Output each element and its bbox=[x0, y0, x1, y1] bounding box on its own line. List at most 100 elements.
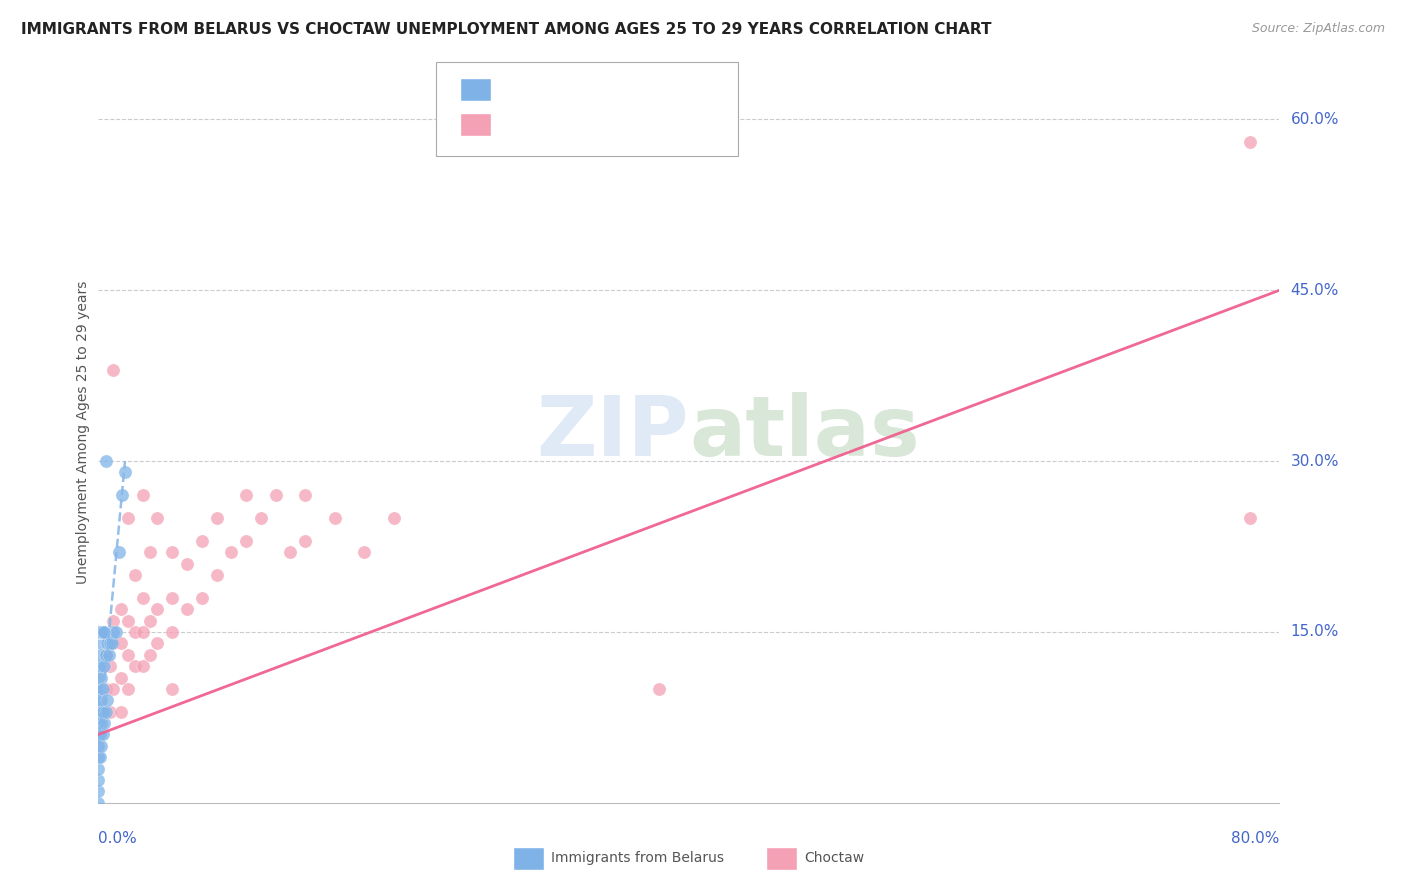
Point bbox=[191, 591, 214, 605]
Point bbox=[87, 762, 110, 776]
Point bbox=[93, 624, 115, 639]
Point bbox=[191, 533, 214, 548]
Point bbox=[87, 624, 110, 639]
Point bbox=[1239, 511, 1261, 525]
Point bbox=[89, 659, 111, 673]
Point bbox=[110, 602, 132, 616]
Point bbox=[89, 681, 111, 696]
Text: N =: N = bbox=[609, 118, 641, 132]
Point bbox=[87, 716, 110, 731]
Point bbox=[162, 681, 183, 696]
Text: Source: ZipAtlas.com: Source: ZipAtlas.com bbox=[1251, 22, 1385, 36]
Point bbox=[87, 772, 110, 787]
Text: 30.0%: 30.0% bbox=[1291, 454, 1339, 468]
Point bbox=[132, 591, 155, 605]
Point bbox=[176, 602, 198, 616]
Point bbox=[93, 659, 115, 673]
Text: IMMIGRANTS FROM BELARUS VS CHOCTAW UNEMPLOYMENT AMONG AGES 25 TO 29 YEARS CORREL: IMMIGRANTS FROM BELARUS VS CHOCTAW UNEMP… bbox=[21, 22, 991, 37]
Text: 0.281: 0.281 bbox=[538, 82, 585, 96]
Text: 15.0%: 15.0% bbox=[1291, 624, 1339, 640]
Point bbox=[176, 557, 198, 571]
Point bbox=[89, 624, 111, 639]
Point bbox=[110, 705, 132, 719]
Point bbox=[108, 545, 131, 559]
Point bbox=[648, 681, 671, 696]
Text: 0.544: 0.544 bbox=[538, 118, 585, 132]
Point bbox=[94, 648, 117, 662]
Text: 51: 51 bbox=[651, 82, 672, 96]
Point bbox=[90, 716, 112, 731]
Point bbox=[114, 466, 136, 480]
Point bbox=[96, 693, 118, 707]
Text: 80.0%: 80.0% bbox=[1232, 830, 1279, 846]
Point bbox=[98, 659, 121, 673]
Point bbox=[117, 511, 139, 525]
Point bbox=[205, 511, 228, 525]
Point bbox=[90, 671, 112, 685]
Point bbox=[111, 488, 134, 502]
Text: Immigrants from Belarus: Immigrants from Belarus bbox=[551, 851, 724, 865]
Point bbox=[89, 624, 111, 639]
Point bbox=[87, 624, 110, 639]
Point bbox=[103, 636, 125, 650]
Point bbox=[87, 659, 110, 673]
Text: atlas: atlas bbox=[689, 392, 920, 473]
Text: ZIP: ZIP bbox=[537, 392, 689, 473]
Point bbox=[124, 568, 146, 582]
Point bbox=[91, 624, 114, 639]
Point bbox=[139, 648, 162, 662]
Point bbox=[294, 488, 316, 502]
Point bbox=[110, 636, 132, 650]
Point bbox=[97, 648, 120, 662]
Point bbox=[162, 545, 183, 559]
Point bbox=[98, 636, 121, 650]
Point bbox=[90, 624, 112, 639]
Point bbox=[103, 681, 125, 696]
Point bbox=[1239, 135, 1261, 149]
Point bbox=[105, 624, 128, 639]
Point bbox=[87, 693, 110, 707]
Point bbox=[89, 750, 111, 764]
Point bbox=[162, 591, 183, 605]
Point bbox=[87, 671, 110, 685]
Point bbox=[94, 648, 117, 662]
Point bbox=[353, 545, 375, 559]
Point bbox=[90, 648, 112, 662]
Text: R =: R = bbox=[499, 82, 530, 96]
Point bbox=[87, 624, 110, 639]
Point bbox=[117, 648, 139, 662]
Text: 45.0%: 45.0% bbox=[1291, 283, 1339, 298]
Point bbox=[162, 624, 183, 639]
Point bbox=[98, 705, 121, 719]
Point bbox=[91, 705, 114, 719]
Text: 53: 53 bbox=[651, 118, 671, 132]
Point bbox=[87, 739, 110, 753]
Point bbox=[93, 716, 115, 731]
Point bbox=[132, 488, 155, 502]
Point bbox=[89, 636, 111, 650]
Point bbox=[250, 511, 273, 525]
Point bbox=[89, 727, 111, 741]
Point bbox=[124, 659, 146, 673]
Point bbox=[235, 488, 257, 502]
Point bbox=[382, 511, 405, 525]
Point bbox=[87, 727, 110, 741]
Point bbox=[96, 636, 118, 650]
Text: R =: R = bbox=[499, 118, 530, 132]
Point bbox=[87, 624, 110, 639]
Point bbox=[91, 681, 114, 696]
Point bbox=[205, 568, 228, 582]
Point bbox=[90, 693, 112, 707]
Y-axis label: Unemployment Among Ages 25 to 29 years: Unemployment Among Ages 25 to 29 years bbox=[76, 281, 90, 584]
Point bbox=[87, 705, 110, 719]
Point bbox=[235, 533, 257, 548]
Text: N =: N = bbox=[609, 82, 641, 96]
Point bbox=[87, 784, 110, 798]
Point bbox=[139, 614, 162, 628]
Point bbox=[146, 636, 169, 650]
Point bbox=[87, 624, 110, 639]
Point bbox=[219, 545, 242, 559]
Point bbox=[103, 614, 125, 628]
Point bbox=[117, 681, 139, 696]
Point bbox=[87, 750, 110, 764]
